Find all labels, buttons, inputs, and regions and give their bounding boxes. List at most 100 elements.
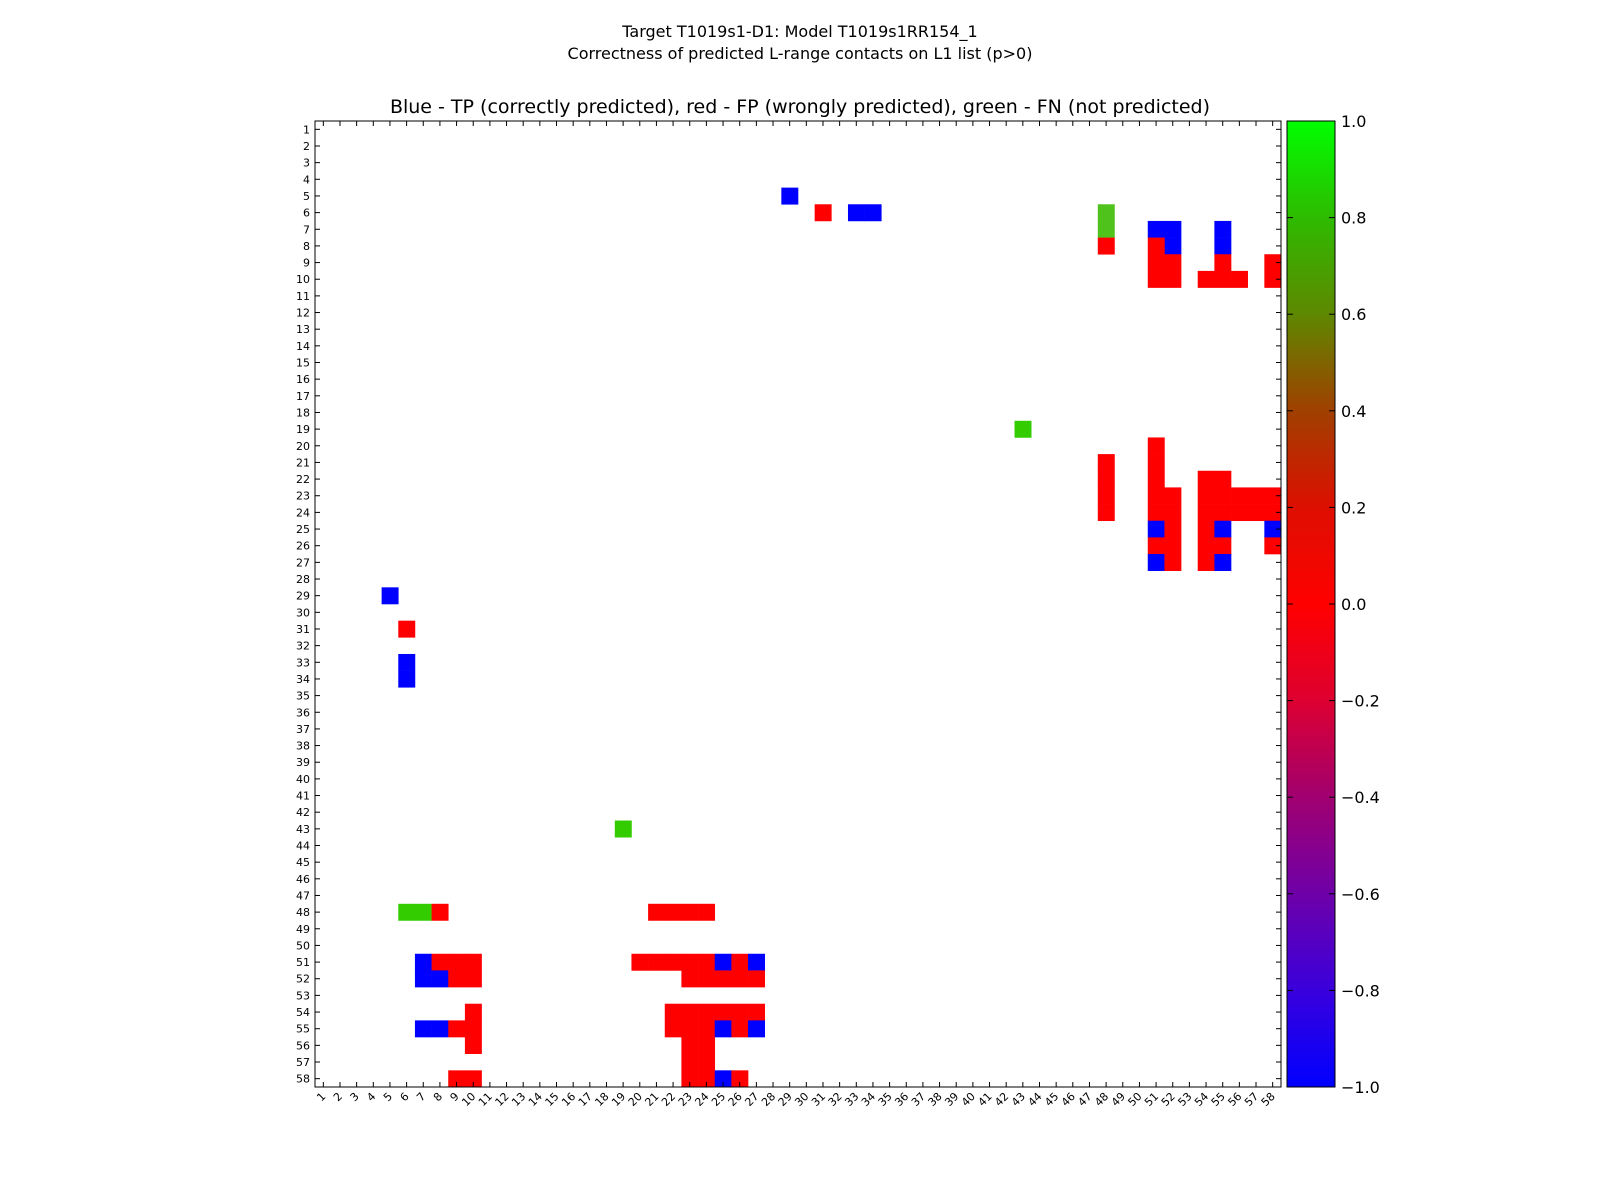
cell-r54-c27-fp	[748, 1003, 765, 1021]
cell-r25-c51-tp	[1147, 520, 1165, 538]
x-tick-label-5: 5	[381, 1090, 395, 1104]
y-tick-label-58: 58	[296, 1073, 310, 1086]
colorbar-tick-label-2: 0.6	[1341, 305, 1366, 324]
cell-r48-c23-fp	[681, 903, 699, 921]
cell-r55-c27-tp	[748, 1020, 765, 1038]
cell-r51-c23-fp	[681, 953, 699, 971]
cell-r31-c6-fp	[398, 620, 416, 638]
cell-r22-c54-fp	[1197, 470, 1215, 488]
y-tick-label-39: 39	[296, 756, 310, 769]
y-tick-label-48: 48	[296, 906, 310, 919]
cell-r48-c8-fp	[431, 903, 449, 921]
y-tick-label-11: 11	[296, 290, 310, 303]
cell-r22-c51-fp	[1147, 470, 1165, 488]
cell-r10-c52-fp	[1164, 270, 1182, 288]
y-tick-label-18: 18	[296, 406, 310, 419]
colorbar-tick-label-7: −0.4	[1341, 788, 1380, 807]
cell-r23-c52-fp	[1164, 487, 1182, 505]
cell-r51-c9-fp	[448, 953, 466, 971]
cell-r55-c25-tp	[714, 1020, 732, 1038]
y-tick-label-17: 17	[296, 390, 310, 403]
y-tick-label-27: 27	[296, 556, 310, 569]
y-tick-label-14: 14	[296, 340, 310, 353]
y-tick-label-13: 13	[296, 323, 310, 336]
cell-r58-c23-fp	[681, 1070, 699, 1088]
cell-r54-c25-fp	[714, 1003, 732, 1021]
y-tick-label-44: 44	[296, 840, 310, 853]
cell-r25-c58-tp	[1264, 520, 1282, 538]
cell-r52-c24-fp	[698, 970, 716, 988]
cell-r43-c19-fn	[614, 820, 632, 838]
cell-r7-c52-tp	[1164, 220, 1182, 238]
heatmap-cells	[381, 187, 1282, 1088]
colorbar-tick-label-6: −0.2	[1341, 692, 1380, 711]
cell-r23-c48-fp	[1097, 487, 1115, 505]
cell-r52-c25-fp	[714, 970, 732, 988]
cell-r56-c23-fp	[681, 1037, 699, 1054]
cell-r51-c27-tp	[748, 953, 765, 971]
cell-r56-c24-fp	[698, 1037, 716, 1054]
cell-r9-c51-fp	[1147, 254, 1165, 272]
cell-r7-c51-tp	[1147, 220, 1165, 238]
cell-r48-c7-fn	[414, 903, 432, 921]
y-tick-label-15: 15	[296, 357, 310, 370]
cell-r10-c51-fp	[1147, 270, 1165, 288]
y-tick-label-53: 53	[296, 989, 310, 1002]
cell-r26-c52-fp	[1164, 537, 1182, 555]
cell-r26-c54-fp	[1197, 537, 1215, 555]
cell-r24-c52-fp	[1164, 504, 1182, 522]
y-tick-label-52: 52	[296, 973, 310, 986]
y-tick-label-46: 46	[296, 873, 310, 886]
cell-r54-c10-fp	[464, 1003, 482, 1021]
y-tick-label-25: 25	[296, 523, 310, 536]
cell-r51-c24-fp	[698, 953, 716, 971]
y-tick-label-40: 40	[296, 773, 310, 786]
cell-r52-c27-fp	[748, 970, 765, 988]
cell-r55-c10-fp	[464, 1020, 482, 1038]
y-tick-label-36: 36	[296, 706, 310, 719]
y-tick-label-50: 50	[296, 939, 310, 952]
cell-r52-c23-fp	[681, 970, 699, 988]
y-tick-label-42: 42	[296, 806, 310, 819]
y-tick-label-41: 41	[296, 790, 310, 803]
cell-r22-c48-fp	[1097, 470, 1115, 488]
y-tick-label-30: 30	[296, 606, 310, 619]
colorbar-tick-label-10: −1.0	[1341, 1078, 1380, 1097]
cell-r7-c55-tp	[1214, 220, 1232, 238]
cell-r27-c52-fp	[1164, 554, 1182, 571]
y-tick-label-21: 21	[296, 456, 310, 469]
plot-frame	[314, 120, 1282, 1088]
cell-r6-c33-tp	[847, 204, 865, 222]
y-tick-label-45: 45	[296, 856, 310, 869]
y-tick-label-3: 3	[303, 157, 310, 170]
colorbar-tick-label-3: 0.4	[1341, 402, 1366, 421]
cell-r52-c10-fp	[464, 970, 482, 988]
cell-r5-c29-tp	[781, 187, 799, 205]
cell-r57-c23-fp	[681, 1053, 699, 1071]
cell-r52-c7-tp	[414, 970, 432, 988]
cell-r10-c54-fp	[1197, 270, 1215, 288]
cell-r58-c9-fp	[448, 1070, 466, 1088]
cell-r51-c7-tp	[414, 953, 432, 971]
y-tick-label-38: 38	[296, 740, 310, 753]
cell-r24-c55-fp	[1214, 504, 1232, 522]
cell-r10-c55-fp	[1214, 270, 1232, 288]
cell-r23-c56-fp	[1231, 487, 1248, 505]
colorbar-ticks: 1.0 0.8 0.6 0.4 0.2 0.0 −0.2 −0.4 −0.6 −0.8 −1.0	[1287, 112, 1380, 1097]
colorbar-tick-label-0: 1.0	[1341, 112, 1366, 131]
cell-r23-c57-fp	[1247, 487, 1265, 505]
y-tick-label-29: 29	[296, 590, 310, 603]
cell-r23-c51-fp	[1147, 487, 1165, 505]
cell-r8-c51-fp	[1147, 237, 1165, 255]
cell-r51-c26-fp	[731, 953, 749, 971]
cell-r19-c43-fn	[1014, 420, 1032, 438]
y-tick-label-49: 49	[296, 923, 310, 936]
cell-r55-c7-tp	[414, 1020, 432, 1038]
cell-r25-c55-tp	[1214, 520, 1232, 538]
cell-r6-c34-tp	[864, 204, 882, 222]
cell-r51-c8-fp	[431, 953, 449, 971]
y-tick-label-43: 43	[296, 823, 310, 836]
cell-r51-c10-fp	[464, 953, 482, 971]
x-tick-label-1: 1	[314, 1090, 328, 1104]
